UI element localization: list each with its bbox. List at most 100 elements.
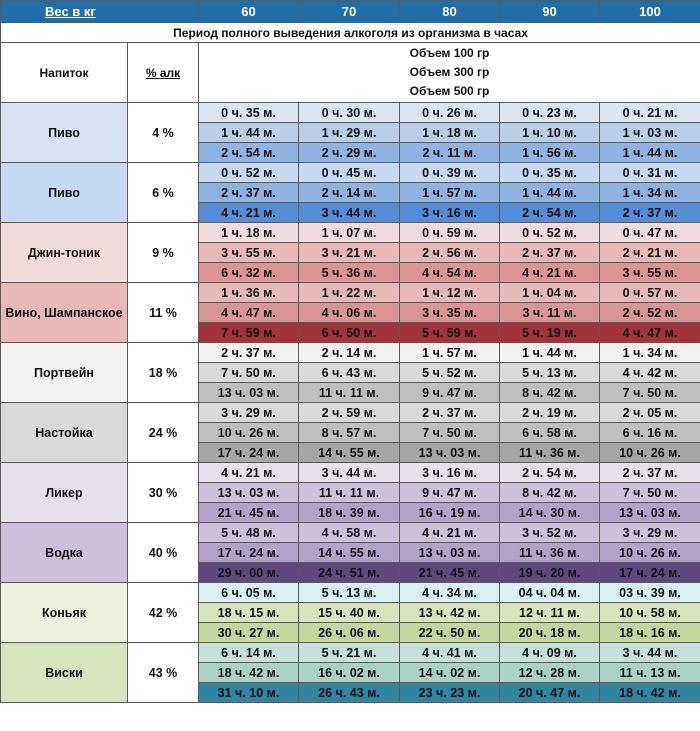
time-cell: 17 ч. 24 м.: [198, 542, 300, 563]
time-cell: 4 ч. 54 м.: [399, 262, 501, 283]
time-cell: 10 ч. 26 м.: [599, 442, 700, 463]
time-cell: 0 ч. 47 м.: [599, 222, 700, 243]
time-cell: 2 ч. 21 м.: [599, 242, 700, 263]
time-cell: 9 ч. 47 м.: [399, 482, 501, 503]
time-cell: 5 ч. 36 м.: [298, 262, 401, 283]
time-cell: 18 ч. 42 м.: [198, 662, 300, 683]
time-cell: 5 ч. 13 м.: [499, 362, 601, 383]
table-row: 18 ч. 42 м. 16 ч. 02 м. 14 ч. 02 м. 12 ч. 2…: [1, 662, 700, 683]
time-cell: 7 ч. 50 м.: [399, 422, 501, 443]
time-cell: 26 ч. 43 м.: [298, 682, 401, 703]
time-cell: 2 ч. 14 м.: [298, 182, 401, 203]
alcohol-percent-cell: 24 %: [126, 402, 200, 463]
weight-header-row: Вес в кг 60 70 80 90 100: [0, 0, 700, 23]
time-cell: 2 ч. 14 м.: [298, 342, 401, 363]
drink-column-header: Напиток: [0, 42, 128, 103]
time-cell: 3 ч. 11 м.: [499, 302, 601, 323]
time-cell: 2 ч. 37 м.: [399, 402, 501, 423]
time-cell: 2 ч. 11 м.: [399, 142, 501, 163]
alcohol-percent-cell: 9 %: [126, 222, 200, 283]
table-row: 7 ч. 59 м. 6 ч. 50 м. 5 ч. 59 м. 5 ч. 19 м.…: [1, 322, 700, 343]
time-cell: 7 ч. 59 м.: [198, 322, 300, 343]
time-cell: 4 ч. 58 м.: [298, 522, 401, 543]
time-cell: 3 ч. 21 м.: [298, 242, 401, 263]
time-cell: 4 ч. 47 м.: [599, 322, 700, 343]
time-cell: 16 ч. 02 м.: [298, 662, 401, 683]
time-cell: 0 ч. 59 м.: [399, 222, 501, 243]
alcohol-column-header: % алк: [126, 42, 200, 103]
table-row: 2 ч. 37 м. 2 ч. 14 м. 1 ч. 57 м. 1 ч. 44 м.…: [1, 182, 700, 203]
time-cell: 4 ч. 21 м.: [499, 262, 601, 283]
weight-100: 100: [599, 0, 700, 23]
time-cell: 6 ч. 05 м.: [198, 582, 300, 603]
time-cell: 11 ч. 11 м.: [298, 382, 401, 403]
time-cell: 1 ч. 44 м.: [599, 142, 700, 163]
time-cell: 5 ч. 21 м.: [298, 642, 401, 663]
time-cell: 3 ч. 16 м.: [399, 202, 501, 223]
time-cell: 13 ч. 03 м.: [399, 442, 501, 463]
time-cell: 1 ч. 57 м.: [399, 182, 501, 203]
table-row: 10 ч. 26 м. 8 ч. 57 м. 7 ч. 50 м. 6 ч. 58 м…: [1, 422, 700, 443]
time-cell: 11 ч. 13 м.: [599, 662, 700, 683]
drink-name-cell: Джин-тоник: [0, 222, 128, 283]
time-cell: 1 ч. 44 м.: [198, 122, 300, 143]
drink-name-cell: Пиво: [0, 102, 128, 163]
time-cell: 0 ч. 26 м.: [399, 102, 501, 123]
time-cell: 20 ч. 47 м.: [499, 682, 601, 703]
drink-name-cell: Коньяк: [0, 582, 128, 643]
table-row: Пиво 4 % 0 ч. 35 м. 0 ч. 30 м. 0 ч. 26 м. 0 ч…: [0, 102, 700, 163]
time-cell: 14 ч. 30 м.: [499, 502, 601, 523]
time-cell: 5 ч. 52 м.: [399, 362, 501, 383]
time-cell: 17 ч. 24 м.: [599, 562, 700, 583]
time-cell: 2 ч. 37 м.: [599, 462, 700, 483]
time-cell: 23 ч. 23 м.: [399, 682, 501, 703]
table-row: 29 ч. 00 м. 24 ч. 51 м. 21 ч. 45 м. 19 ч. 2…: [1, 562, 700, 583]
time-cell: 11 ч. 11 м.: [298, 482, 401, 503]
alcohol-percent-cell: 11 %: [126, 282, 200, 343]
time-cell: 15 ч. 40 м.: [298, 602, 401, 623]
time-cell: 10 ч. 26 м.: [599, 542, 700, 563]
time-cell: 0 ч. 52 м.: [198, 162, 300, 183]
table-row: 7 ч. 50 м. 6 ч. 43 м. 5 ч. 52 м. 5 ч. 13 м.…: [1, 362, 700, 383]
time-cell: 4 ч. 34 м.: [399, 582, 501, 603]
table-body: Вес в кг 60 70 80 90 100 Период полного …: [0, 0, 700, 703]
drink-name-cell: Водка: [0, 522, 128, 583]
elimination-table: Вес в кг 60 70 80 90 100 Период полного …: [0, 0, 700, 703]
time-cell: 3 ч. 55 м.: [599, 262, 700, 283]
period-title: Период полного выведения алкоголя из орг…: [0, 22, 700, 43]
time-cell: 4 ч. 21 м.: [198, 202, 300, 223]
time-cell: 21 ч. 45 м.: [198, 502, 300, 523]
time-cell: 4 ч. 06 м.: [298, 302, 401, 323]
time-cell: 21 ч. 45 м.: [399, 562, 501, 583]
time-cell: 5 ч. 13 м.: [298, 582, 401, 603]
time-cell: 16 ч. 19 м.: [399, 502, 501, 523]
time-cell: 2 ч. 52 м.: [599, 302, 700, 323]
time-cell: 6 ч. 58 м.: [499, 422, 601, 443]
weight-60: 60: [198, 0, 300, 23]
time-cell: 2 ч. 37 м.: [599, 202, 700, 223]
table-row: 4 ч. 21 м. 3 ч. 44 м. 3 ч. 16 м. 2 ч. 54 м.…: [1, 202, 700, 223]
alcohol-percent-cell: 43 %: [126, 642, 200, 703]
time-cell: 6 ч. 32 м.: [198, 262, 300, 283]
time-cell: 18 ч. 15 м.: [198, 602, 300, 623]
table-row: 31 ч. 10 м. 26 ч. 43 м. 23 ч. 23 м. 20 ч. 4…: [1, 682, 700, 703]
table-row: 13 ч. 03 м. 11 ч. 11 м. 9 ч. 47 м. 8 ч. 42 …: [1, 382, 700, 403]
period-title-row: Период полного выведения алкоголя из орг…: [0, 22, 700, 43]
time-cell: 1 ч. 03 м.: [599, 122, 700, 143]
time-cell: 2 ч. 59 м.: [298, 402, 401, 423]
time-cell: 4 ч. 09 м.: [499, 642, 601, 663]
weight-label: Вес в кг: [0, 0, 200, 23]
time-cell: 4 ч. 42 м.: [599, 362, 700, 383]
alcohol-percent-cell: 18 %: [126, 342, 200, 403]
time-cell: 2 ч. 54 м.: [499, 462, 601, 483]
time-cell: 14 ч. 02 м.: [399, 662, 501, 683]
time-cell: 1 ч. 44 м.: [499, 342, 601, 363]
time-cell: 1 ч. 57 м.: [399, 342, 501, 363]
table-row: Коньяк 42 % 6 ч. 05 м. 5 ч. 13 м. 4 ч. 34 м.…: [0, 582, 700, 643]
drink-name-cell: Виски: [0, 642, 128, 703]
time-cell: 1 ч. 04 м.: [499, 282, 601, 303]
time-cell: 1 ч. 10 м.: [499, 122, 601, 143]
table-row: 4 ч. 47 м. 4 ч. 06 м. 3 ч. 35 м. 3 ч. 11 м.…: [1, 302, 700, 323]
weight-80: 80: [399, 0, 501, 23]
